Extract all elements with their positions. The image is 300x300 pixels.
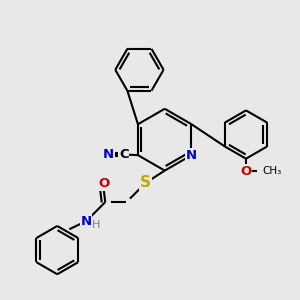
Text: O: O bbox=[98, 177, 110, 190]
Text: C: C bbox=[119, 148, 129, 161]
Text: CH₃: CH₃ bbox=[262, 166, 281, 176]
Text: N: N bbox=[80, 215, 92, 228]
Text: N: N bbox=[186, 149, 197, 162]
Text: H: H bbox=[92, 220, 100, 230]
Text: S: S bbox=[140, 176, 151, 190]
Text: N: N bbox=[103, 148, 114, 161]
Text: O: O bbox=[240, 165, 252, 178]
